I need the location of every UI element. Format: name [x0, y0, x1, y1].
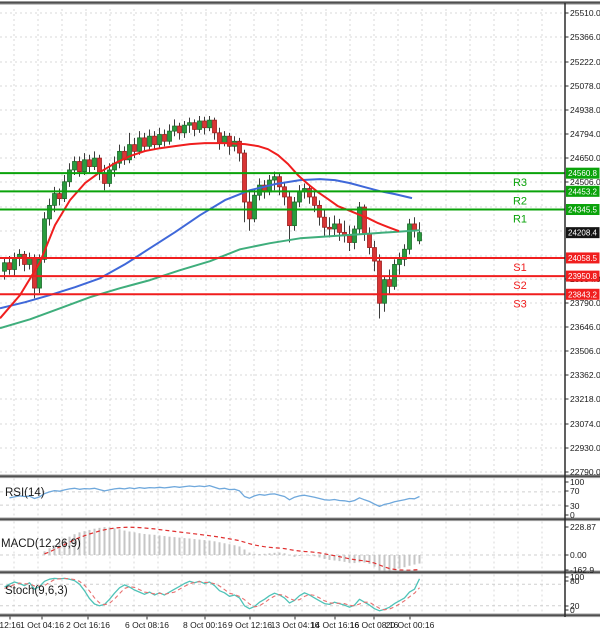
date-axis: 12:16 1 Oct 04:16 2 Oct 16:16 6 Oct 08:16 8 …	[0, 616, 435, 630]
indicator-axis-label: 80	[570, 576, 580, 586]
indicator-axis-label: 30	[570, 501, 580, 511]
svg-text:24453.2: 24453.2	[568, 187, 597, 196]
indicator-axis-label: 100	[570, 572, 584, 582]
svg-text:24560.8: 24560.8	[568, 169, 597, 178]
date-axis-label: 14 Oct 16:16	[311, 620, 360, 630]
price-axis-label: 25078.0	[570, 81, 600, 91]
price-axis-label: 22790.0	[570, 467, 600, 477]
price-tags: 24560.8 24453.2 24345.5 24208.4 24058.5 23950…	[566, 167, 600, 300]
indicator-axis-label: 0.00	[570, 550, 587, 560]
ma-mid-blue-line	[0, 178, 413, 310]
rsi-layer	[9, 484, 420, 508]
levels-layer: R3 R2 R1 S1 S2 S3	[0, 172, 565, 310]
price-axis-label: 25366.0	[570, 32, 600, 42]
price-tag-black	[566, 227, 600, 239]
svg-text:24345.5: 24345.5	[568, 206, 597, 215]
stoch-layer	[4, 577, 421, 612]
price-tag-green	[566, 167, 600, 179]
rsi-panel-label: RSI(14)	[5, 487, 45, 499]
level-label-R1: R1	[513, 214, 527, 226]
level-label-S2: S2	[513, 280, 526, 292]
price-tag-green	[566, 204, 600, 216]
date-axis-label: 12:16	[0, 620, 21, 630]
ma-slow-teal-line	[0, 229, 421, 330]
svg-text:24058.5: 24058.5	[568, 254, 597, 263]
panel-separators	[0, 1, 600, 618]
price-axis-label: 23646.0	[570, 322, 600, 332]
svg-text:23843.2: 23843.2	[568, 290, 597, 299]
date-axis-label: 16 Oct 08:16	[350, 620, 399, 630]
svg-text:24208.4: 24208.4	[568, 229, 597, 238]
price-tag-green	[566, 185, 600, 197]
price-axis-label: 25222.0	[570, 57, 600, 67]
indicator-axis-label: 70	[570, 486, 580, 496]
macd-panel-label: MACD(12,26,9)	[1, 538, 81, 550]
indicator-axis-label: 228.87	[570, 522, 596, 532]
price-axis-label: 25510.0	[570, 8, 600, 18]
date-axis-label: 2 Oct 16:16	[66, 620, 110, 630]
macd-layer	[43, 526, 421, 573]
price-axis-label: 23790.0	[570, 298, 600, 308]
price-axis-label: 24506.0	[570, 177, 600, 187]
price-tag-red	[566, 252, 600, 264]
price-axis-label: 23362.0	[570, 370, 600, 380]
date-axis-label: 20 Oct 00:16	[386, 620, 435, 630]
price-axis-label: 24938.0	[570, 105, 600, 115]
date-axis-label: 9 Oct 12:16	[228, 620, 272, 630]
indicator-axis-label: 0	[570, 510, 575, 520]
price-axis-label: 24650.0	[570, 153, 600, 163]
price-axis-label: 23074.0	[570, 419, 600, 429]
level-label-S1: S1	[513, 262, 526, 274]
price-axis: 25510.0 25366.0 25222.0 25078.0 24938.0 24794…	[565, 8, 600, 477]
date-axis-label: 6 Oct 08:16	[125, 620, 169, 630]
candles-layer	[2, 115, 422, 319]
date-axis-label: 1 Oct 04:16	[20, 620, 64, 630]
price-tag-red	[566, 288, 600, 300]
svg-text:23950.8: 23950.8	[568, 272, 597, 281]
date-axis-label: 13 Oct 04:16	[271, 620, 320, 630]
level-label-R3: R3	[513, 177, 527, 189]
level-label-R2: R2	[513, 195, 527, 207]
price-tag-red	[566, 270, 600, 282]
indicator-axis-label: 100	[570, 477, 584, 487]
indicator-axis-label: -162.9	[570, 565, 594, 575]
price-axis-label: 23506.0	[570, 346, 600, 356]
price-axis-label: 22930.0	[570, 443, 600, 453]
indicator-axis-label: 0	[570, 605, 575, 615]
level-label-S3: S3	[513, 298, 526, 310]
stoch-panel-label: Stoch(9,6,3)	[5, 585, 68, 597]
price-axis-label: 23218.0	[570, 394, 600, 404]
indicator-axis-label: 20	[570, 601, 580, 611]
grid	[0, 9, 565, 613]
price-axis-label: 24794.0	[570, 129, 600, 139]
date-axis-label: 8 Oct 00:16	[183, 620, 227, 630]
